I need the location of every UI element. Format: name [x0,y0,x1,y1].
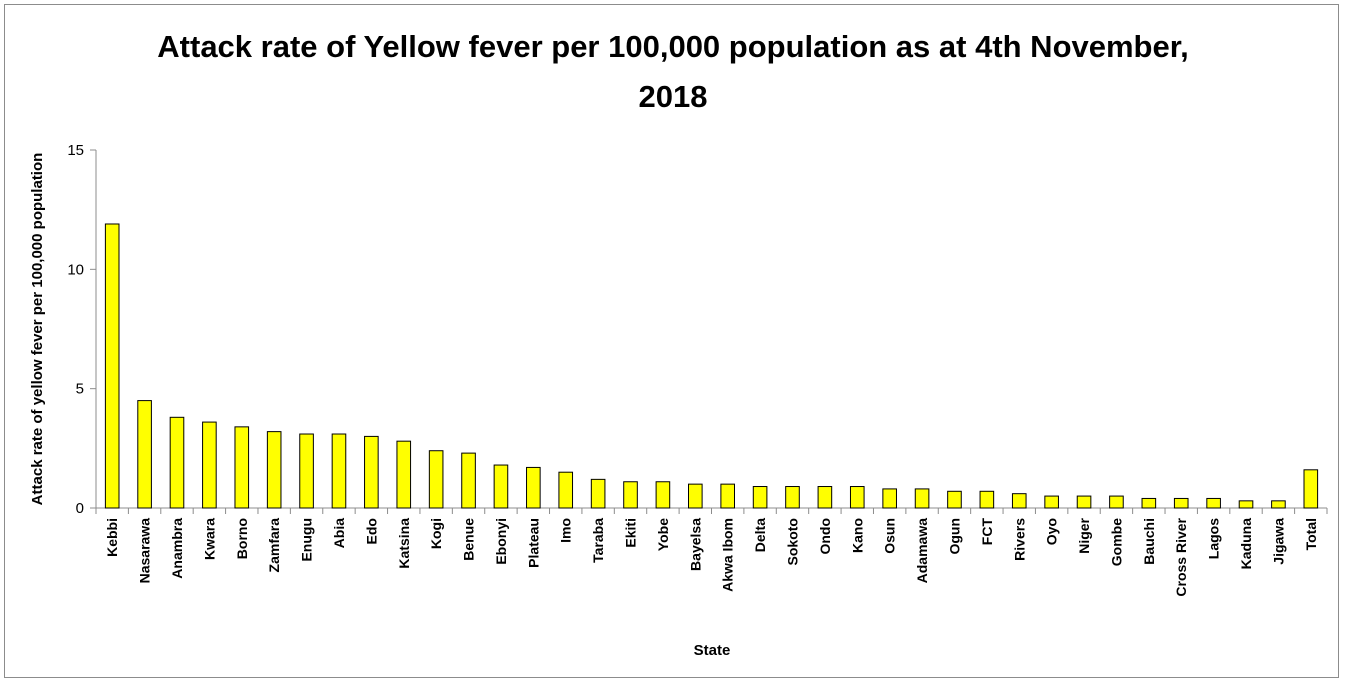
category-label: Edo [363,518,379,544]
bar-total [1303,469,1319,509]
bar-rivers [1011,493,1027,509]
bar-oyo [1044,495,1059,509]
category-label: Gombe [1108,518,1124,566]
category-label: Kogi [428,518,444,549]
category-label: Kwara [201,518,217,560]
category-label: Imo [558,518,574,543]
category-label: Adamawa [914,518,930,584]
category-label: Bauchi [1141,518,1157,565]
category-label: Plateau [525,518,541,568]
bar-ekiti [623,481,638,509]
category-label: Nasarawa [137,518,153,584]
x-axis-title: State [694,642,731,659]
bar-cross-river [1173,497,1189,509]
bar-katsina [396,440,412,509]
bar-ebonyi [493,464,509,509]
category-label: Kebbi [104,518,120,557]
bar-bauchi [1141,497,1157,509]
bar-kebbi [104,223,120,509]
category-label: Ekiti [623,518,639,548]
category-label: Kaduna [1238,518,1254,570]
category-label: Benue [461,518,477,561]
category-label: Ondo [817,518,833,555]
category-label: Borno [234,518,250,559]
bar-edo [364,435,379,509]
category-label: Abia [331,518,347,549]
bar-osun [882,488,897,509]
bar-anambra [169,416,185,509]
category-label: Rivers [1011,518,1027,561]
category-label: Cross River [1173,517,1189,596]
category-label: Ogun [946,518,962,555]
y-tick-label: 0 [76,500,84,517]
y-tick-label: 10 [67,261,84,278]
bar-fct [979,490,995,509]
category-label: Lagos [1206,518,1222,559]
category-label: Zamfara [266,518,282,573]
bar-lagos [1206,497,1221,509]
category-label: Enugu [299,518,315,562]
bar-kwara [202,421,217,509]
category-label: Niger [1076,517,1092,553]
category-label: Yobe [655,518,671,551]
bar-abia [331,433,347,509]
bar-imo [558,471,574,509]
bar-yobe [655,481,671,509]
category-label: Akwa Ibom [720,518,736,592]
category-label: Oyo [1044,518,1060,545]
bar-gombe [1109,495,1124,509]
bar-delta [752,486,768,509]
bar-enugu [299,433,314,509]
category-label: Ebonyi [493,518,509,565]
bar-zamfara [266,431,282,509]
bar-taraba [590,478,606,509]
chart-title-line-2: 2018 [639,79,708,114]
y-axis-title: Attack rate of yellow fever per 100,000 … [29,153,46,506]
bar-kano [849,486,865,509]
chart-frame [4,4,1339,678]
category-label: Anambra [169,518,185,579]
category-label: Jigawa [1270,518,1286,565]
bar-plateau [526,466,541,509]
y-tick-label: 5 [76,381,84,398]
bar-ogun [947,490,962,509]
category-label: Total [1303,518,1319,550]
category-label: Delta [752,518,768,552]
category-label: Bayelsa [687,518,703,571]
category-label: Kano [849,518,865,553]
bar-jigawa [1271,500,1286,509]
category-label: Sokoto [784,518,800,565]
category-label: FCT [979,518,995,546]
bar-akwa-ibom [720,483,736,509]
y-tick-label: 15 [67,142,84,159]
chart-title-line-1: Attack rate of Yellow fever per 100,000 … [157,29,1188,64]
bar-adamawa [914,488,930,509]
category-label: Katsina [396,518,412,569]
bar-benue [461,452,476,509]
bar-kogi [428,450,444,509]
bar-kaduna [1238,500,1254,509]
bar-sokoto [785,486,800,509]
bar-bayelsa [688,483,703,509]
bar-niger [1076,495,1092,509]
bar-nasarawa [137,400,152,509]
category-label: Taraba [590,518,606,563]
bar-borno [234,426,250,509]
category-label: Osun [882,518,898,554]
plot-area: 0 5 10 15 Kebbi Nasarawa Anambra Kwara Borno Zamf… [67,142,1328,597]
bar-ondo [817,486,833,509]
